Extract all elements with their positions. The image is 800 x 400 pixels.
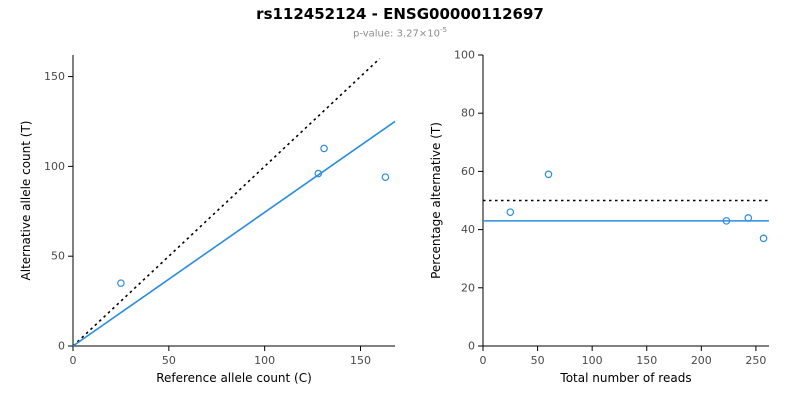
allele-count-scatter-chart: 0 50 100 150 0 50 100 150 Reference allele count…	[19, 55, 396, 385]
y-tick-label: 100	[44, 160, 65, 173]
y-tick-label: 80	[461, 107, 475, 120]
page-title: rs112452124 - ENSG00000112697	[256, 5, 544, 23]
data-point	[544, 170, 553, 179]
y-tick-label: 0	[468, 340, 475, 353]
x-tick-label: 0	[70, 354, 77, 367]
x-tick-label: 200	[691, 354, 712, 367]
x-axis-label: Total number of reads	[559, 371, 691, 385]
data-point	[506, 208, 515, 216]
y-tick-label: 150	[44, 70, 65, 83]
data-point	[722, 217, 731, 225]
pvalue-exponent: -5	[439, 26, 447, 34]
pvalue-subtitle: p-value: 3.27×10-5	[0, 26, 800, 39]
data-point	[744, 214, 753, 222]
data-point	[117, 279, 125, 287]
x-tick-label: 50	[531, 354, 545, 367]
identity-line	[72, 58, 381, 347]
data-point	[314, 169, 323, 178]
y-axis-label: Percentage alternative (T)	[429, 122, 443, 279]
y-tick-label: 100	[454, 49, 475, 62]
x-tick-label: 150	[636, 354, 657, 367]
y-tick-label: 20	[461, 281, 475, 294]
regression-line	[72, 120, 396, 347]
x-tick-label: 100	[254, 354, 275, 367]
y-tick-label: 40	[461, 223, 475, 236]
x-tick-label: 250	[745, 354, 766, 367]
y-axis-label: Alternative allele count (T)	[19, 121, 33, 281]
x-tick-label: 50	[162, 354, 176, 367]
x-axis-label: Reference allele count (C)	[156, 371, 312, 385]
pvalue-text: p-value: 3.27×10	[353, 28, 440, 40]
data-point	[381, 173, 390, 181]
y-tick-label: 60	[461, 165, 475, 178]
x-tick-label: 100	[582, 354, 603, 367]
data-point	[320, 144, 328, 153]
x-tick-label: 150	[350, 354, 371, 367]
data-point	[759, 234, 768, 243]
y-tick-label: 50	[51, 250, 65, 263]
y-tick-label: 0	[58, 340, 65, 353]
x-tick-label: 0	[480, 354, 487, 367]
percentage-alternative-scatter-chart: 0 50 100 150 200 250 0 20 40 60 80 100 Total number …	[429, 49, 769, 385]
